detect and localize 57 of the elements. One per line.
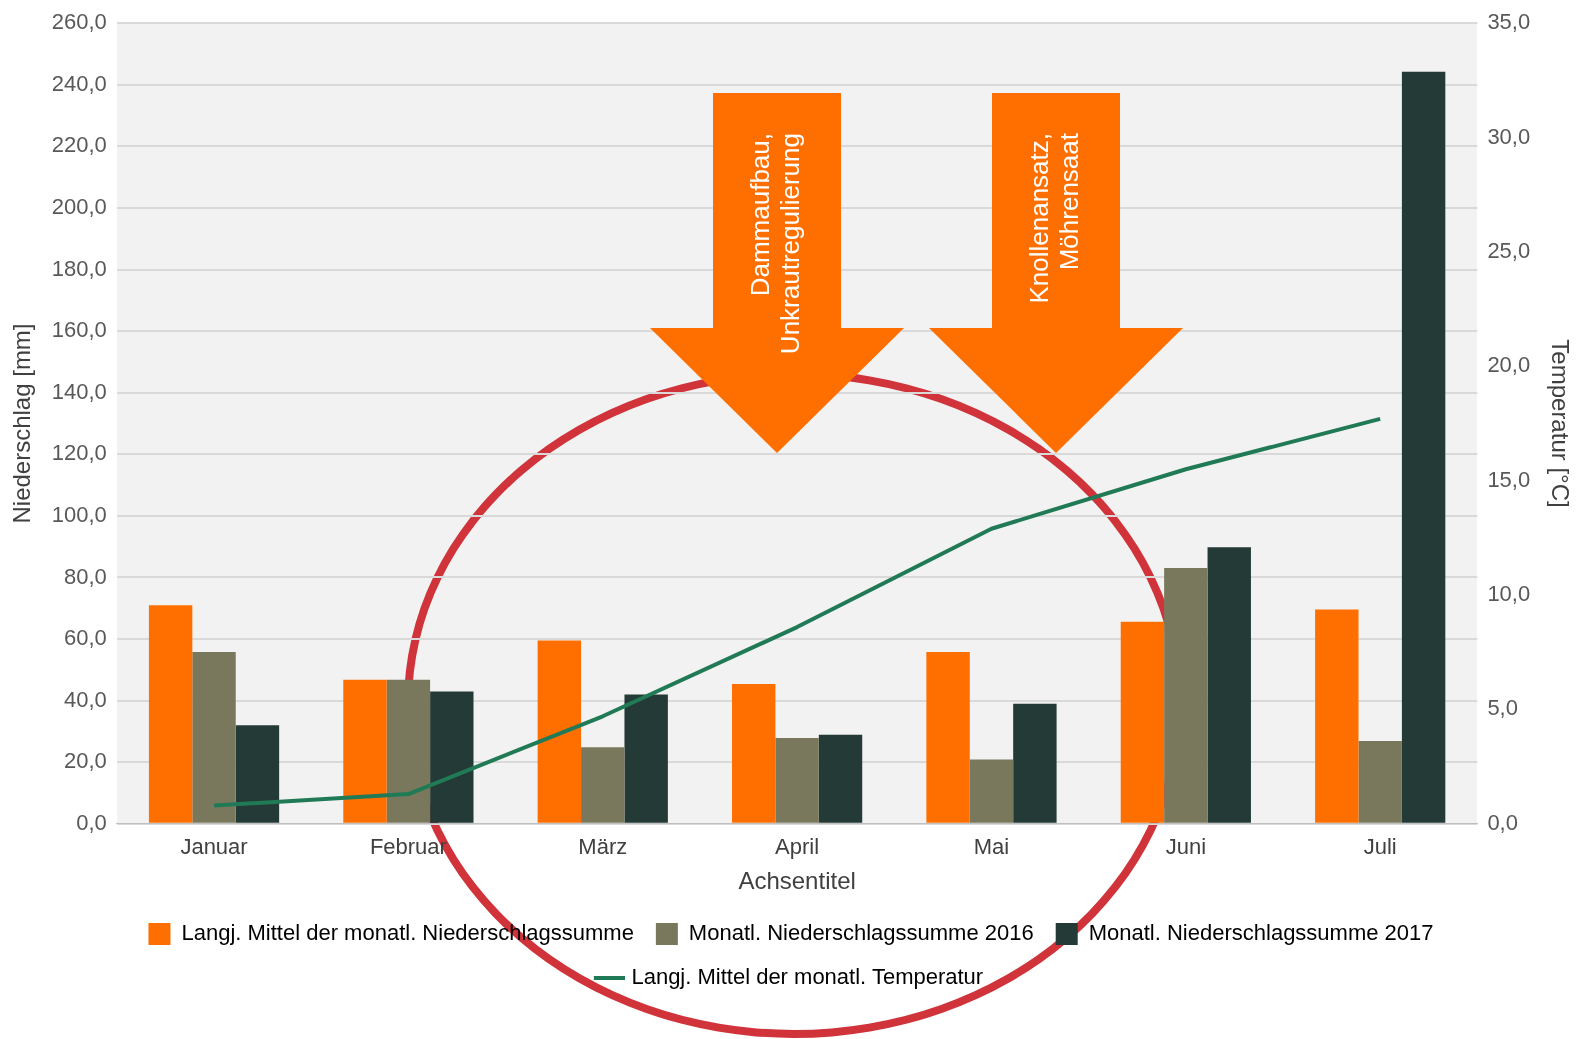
y2-axis-title: Temperatur [°C] (1546, 339, 1574, 508)
bar (1013, 703, 1057, 823)
bar (386, 679, 431, 823)
bar (235, 725, 280, 823)
y-tick-label: 100,0 (51, 501, 107, 527)
y-tick-label: 220,0 (51, 132, 107, 158)
bar (1120, 621, 1165, 823)
annotation: Knollenansatz, Möhrensaat (1023, 133, 1084, 306)
y-tick-label: 160,0 (51, 317, 107, 343)
y2-tick-label: 15,0 (1487, 466, 1531, 492)
y2-tick-label: 30,0 (1487, 123, 1531, 149)
y-tick-label: 180,0 (51, 255, 107, 281)
bar (926, 651, 970, 823)
y-tick-label: 260,0 (51, 9, 107, 35)
bar (1358, 740, 1402, 823)
bar (1401, 71, 1446, 823)
bar (1207, 547, 1251, 823)
x-tick-label: April (775, 834, 820, 860)
bar (732, 684, 776, 823)
bar (775, 737, 819, 823)
annotation: Dammaufbau, Unkrautregulierung (744, 133, 805, 357)
y2-tick-label: 0,0 (1487, 809, 1518, 835)
x-tick-label: Mai (973, 834, 1010, 860)
bar (192, 651, 236, 823)
y-tick-label: 200,0 (51, 194, 107, 220)
y-tick-label: 240,0 (51, 70, 107, 96)
x-tick-label: März (578, 834, 628, 860)
y-tick-label: 60,0 (64, 625, 107, 651)
y-tick-label: 80,0 (64, 563, 107, 589)
x-axis-title: Achsentitel (738, 867, 856, 895)
x-tick-label: Januar (180, 834, 248, 860)
y-tick-label: 40,0 (64, 686, 107, 712)
y2-tick-label: 20,0 (1487, 352, 1531, 378)
y2-tick-label: 10,0 (1487, 581, 1531, 607)
bar (1315, 609, 1359, 823)
y-tick-label: 140,0 (51, 378, 107, 404)
y2-tick-label: 25,0 (1487, 238, 1531, 264)
bar (1164, 567, 1208, 823)
bar (624, 694, 668, 823)
y-tick-label: 0,0 (76, 809, 107, 835)
bar (581, 747, 625, 823)
x-tick-label: Juni (1165, 834, 1207, 860)
y-tick-label: 20,0 (64, 748, 107, 774)
bar (537, 640, 582, 823)
bar (430, 691, 474, 823)
x-tick-label: Juli (1363, 834, 1397, 860)
y-axis-title: Niederschlag [mm] (8, 323, 36, 524)
legend-label: Langj. Mittel der monatl. Temperatur (631, 964, 984, 990)
bar (818, 734, 863, 823)
bar (343, 679, 387, 823)
legend-label: Monatl. Niederschlagssumme 2016 (688, 920, 1034, 946)
bar (148, 605, 193, 823)
y2-tick-label: 5,0 (1487, 695, 1518, 721)
y2-tick-label: 35,0 (1487, 9, 1531, 35)
legend-label: Monatl. Niederschlagssumme 2017 (1088, 920, 1434, 946)
y-tick-label: 120,0 (51, 440, 107, 466)
bar (969, 759, 1014, 823)
